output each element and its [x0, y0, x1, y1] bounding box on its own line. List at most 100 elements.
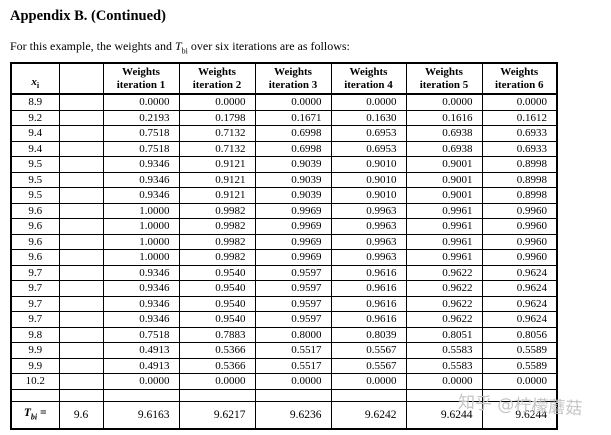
table-row: 9.8 0.7518 0.7883 0.8000 0.8039 0.8051 0.8056	[10, 326, 558, 343]
weight-cell: 0.7518	[102, 326, 180, 343]
weight-cell: 0.6998	[254, 140, 332, 157]
x-value-cell: 9.7	[10, 264, 60, 281]
blank-cell	[481, 388, 558, 402]
weight-cell: 0.0000	[481, 93, 558, 111]
tbi-initial-cell: 9.6	[58, 400, 104, 430]
tbi-value-cell: 9.6236	[254, 400, 332, 430]
x-value-cell: 9.6	[10, 249, 60, 266]
weight-cell: 0.5567	[330, 342, 407, 359]
weight-cell: 0.9616	[330, 264, 407, 281]
x-value-cell: 9.6	[10, 233, 60, 250]
weight-cell: 0.9622	[405, 280, 483, 297]
table-row: 9.7 0.9346 0.9540 0.9597 0.9616 0.9622 0.9624	[10, 280, 558, 297]
weight-cell: 0.0000	[178, 93, 256, 111]
weight-cell: 0.9960	[481, 202, 558, 219]
table-row: 9.9 0.4913 0.5366 0.5517 0.5567 0.5583 0.5589	[10, 357, 558, 374]
weight-cell: 0.7518	[102, 125, 180, 142]
blank-cell	[58, 233, 104, 250]
table-row: 9.9 0.4913 0.5366 0.5517 0.5567 0.5583 0.5589	[10, 342, 558, 359]
weight-cell: 0.1612	[481, 109, 558, 126]
column-header-iteration-6: Weights iteration 6	[481, 62, 558, 95]
weight-cell: 0.9624	[481, 295, 558, 312]
weight-cell: 0.0000	[178, 373, 256, 390]
weight-cell: 1.0000	[102, 249, 180, 266]
weight-cell: 0.0000	[254, 373, 332, 390]
weight-cell: 0.9010	[330, 171, 407, 188]
weight-cell: 0.9960	[481, 218, 558, 235]
weight-cell: 0.9540	[178, 311, 256, 328]
weight-cell: 0.9622	[405, 264, 483, 281]
weight-cell: 0.9121	[178, 171, 256, 188]
weight-cell: 0.9622	[405, 295, 483, 312]
empty-row	[10, 388, 558, 402]
intro-text: For this example, the weights and Tbi ov…	[10, 39, 350, 55]
table-row: 9.5 0.9346 0.9121 0.9039 0.9010 0.9001 0.8998	[10, 187, 558, 204]
intro-variable: T	[174, 39, 182, 53]
blank-cell	[58, 140, 104, 157]
blank-cell	[178, 388, 256, 402]
weight-cell: 0.9969	[254, 218, 332, 235]
weight-cell: 0.9982	[178, 202, 256, 219]
tbi-value-cell: 9.6244	[481, 400, 558, 430]
weight-cell: 1.0000	[102, 218, 180, 235]
blank-cell	[58, 326, 104, 343]
weight-cell: 0.0000	[330, 373, 407, 390]
weight-cell: 0.1671	[254, 109, 332, 126]
weight-cell: 0.9346	[102, 156, 180, 173]
tbi-label-cell: Tbi =	[10, 400, 60, 430]
table-row: 9.4 0.7518 0.7132 0.6998 0.6953 0.6938 0.6933	[10, 140, 558, 157]
x-value-cell: 8.9	[10, 93, 60, 111]
tbi-value-cell: 9.6163	[102, 400, 180, 430]
blank-cell	[102, 388, 180, 402]
weight-cell: 0.9982	[178, 218, 256, 235]
table-row: 9.6 1.0000 0.9982 0.9969 0.9963 0.9961 0.9960	[10, 249, 558, 266]
blank-cell	[58, 125, 104, 142]
tbi-value-cell: 9.6242	[330, 400, 407, 430]
weight-cell: 0.8039	[330, 326, 407, 343]
blank-cell	[405, 388, 483, 402]
page-title: Appendix B. (Continued)	[10, 8, 166, 24]
weight-cell: 0.8056	[481, 326, 558, 343]
weight-cell: 0.1798	[178, 109, 256, 126]
blank-cell	[58, 357, 104, 374]
weight-cell: 0.7518	[102, 140, 180, 157]
weight-cell: 0.9969	[254, 249, 332, 266]
weight-cell: 0.9597	[254, 264, 332, 281]
weight-cell: 0.9982	[178, 249, 256, 266]
weight-cell: 0.0000	[330, 93, 407, 111]
weight-cell: 0.9616	[330, 311, 407, 328]
weight-cell: 0.6953	[330, 140, 407, 157]
intro-suffix: over six iterations are as follows:	[187, 39, 350, 53]
weight-cell: 0.9346	[102, 295, 180, 312]
total-row: Tbi = 9.6 9.6163 9.6217 9.6236 9.6242 9.…	[10, 400, 558, 430]
weight-cell: 0.9597	[254, 311, 332, 328]
blank-cell	[58, 264, 104, 281]
weight-cell: 0.4913	[102, 342, 180, 359]
weight-cell: 0.9346	[102, 311, 180, 328]
weight-cell: 0.9039	[254, 187, 332, 204]
weight-cell: 0.5583	[405, 357, 483, 374]
weight-cell: 0.0000	[405, 93, 483, 111]
blank-cell	[58, 249, 104, 266]
weight-cell: 0.9121	[178, 187, 256, 204]
blank-cell	[10, 388, 60, 402]
weight-cell: 0.8998	[481, 187, 558, 204]
weight-cell: 0.9963	[330, 218, 407, 235]
weight-cell: 0.9622	[405, 311, 483, 328]
blank-cell	[58, 171, 104, 188]
weight-cell: 0.6953	[330, 125, 407, 142]
weight-cell: 0.5366	[178, 357, 256, 374]
weight-cell: 0.8051	[405, 326, 483, 343]
weights-table: xi Weights iteration 1 Weights iteration 2…	[10, 62, 558, 430]
x-value-cell: 9.9	[10, 342, 60, 359]
x-value-cell: 9.7	[10, 311, 60, 328]
weight-cell: 0.9969	[254, 202, 332, 219]
weight-cell: 0.8998	[481, 171, 558, 188]
weight-cell: 0.5567	[330, 357, 407, 374]
weight-cell: 0.5366	[178, 342, 256, 359]
weight-cell: 0.9624	[481, 264, 558, 281]
blank-cell	[58, 342, 104, 359]
blank-cell	[58, 202, 104, 219]
weight-cell: 0.9963	[330, 249, 407, 266]
x-value-cell: 9.5	[10, 171, 60, 188]
